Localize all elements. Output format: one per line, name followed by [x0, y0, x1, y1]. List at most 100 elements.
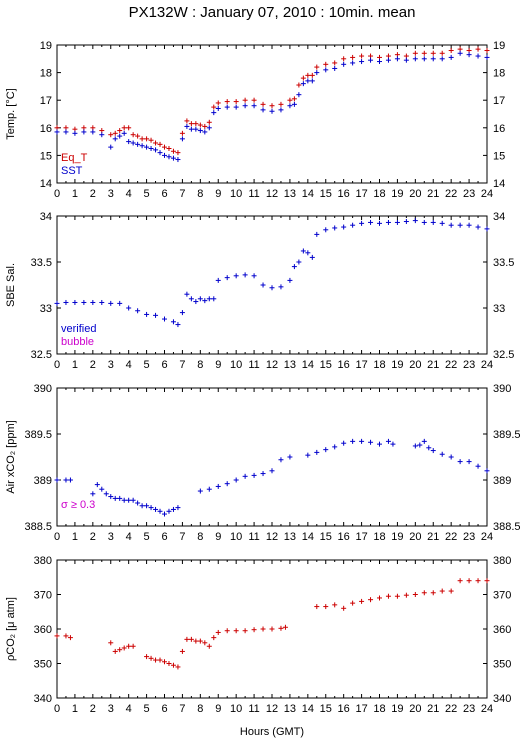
data-point: [108, 132, 114, 138]
y-tick-label-right: 340: [493, 693, 511, 705]
x-tick-label: 13: [284, 188, 296, 200]
data-point: [153, 312, 159, 318]
data-point: [197, 128, 203, 134]
legend-entry: bubble: [61, 336, 94, 348]
x-tick-label: 22: [445, 531, 457, 543]
data-point: [332, 65, 338, 71]
data-point: [170, 319, 176, 325]
y-tick-label: 340: [34, 693, 52, 705]
data-point: [439, 50, 445, 56]
data-point: [170, 155, 176, 161]
data-point: [197, 296, 203, 302]
data-point: [269, 103, 275, 109]
data-point: [130, 140, 136, 146]
data-point: [305, 72, 311, 78]
x-tick-label: 12: [266, 359, 278, 371]
x-tick-label: 7: [179, 531, 185, 543]
data-point: [291, 96, 297, 102]
data-point: [121, 497, 127, 503]
data-point: [112, 136, 118, 142]
data-point: [430, 590, 436, 596]
x-tick-label: 14: [302, 703, 314, 715]
data-point: [323, 604, 329, 610]
data-point: [99, 486, 105, 492]
y-tick-label-right: 388.5: [493, 521, 521, 533]
series-temp-1: [54, 50, 490, 163]
data-point: [457, 50, 463, 56]
y-tick-label: 18: [40, 68, 52, 80]
legend-entry: Eq_T: [61, 152, 88, 164]
data-point: [466, 459, 472, 465]
data-point: [90, 299, 96, 305]
data-point: [475, 224, 481, 230]
y-tick-label: 32.5: [31, 349, 52, 361]
data-point: [184, 636, 190, 642]
x-tick-label: 15: [320, 359, 332, 371]
data-point: [323, 227, 329, 233]
data-point: [390, 441, 396, 447]
data-point: [484, 54, 490, 60]
y-tick-label: 17: [40, 95, 52, 107]
data-point: [81, 299, 87, 305]
data-point: [153, 140, 159, 146]
data-point: [251, 103, 257, 109]
data-point: [278, 284, 284, 290]
data-point: [332, 60, 338, 66]
x-tick-label: 14: [302, 188, 314, 200]
data-point: [466, 222, 472, 228]
data-point: [350, 54, 356, 60]
x-tick-label: 2: [90, 359, 96, 371]
data-point: [430, 50, 436, 56]
data-point: [296, 82, 302, 88]
data-point: [54, 129, 60, 135]
data-point: [260, 107, 266, 113]
data-point: [300, 75, 306, 81]
data-point: [359, 53, 365, 59]
data-point: [332, 444, 338, 450]
data-point: [166, 508, 172, 514]
x-tick-label: 7: [179, 703, 185, 715]
x-tick-label: 9: [215, 531, 221, 543]
data-point: [130, 132, 136, 138]
data-point: [157, 508, 163, 514]
x-tick-label: 24: [481, 359, 493, 371]
data-point: [421, 590, 427, 596]
data-point: [135, 133, 141, 139]
y-tick-label: 370: [34, 590, 52, 602]
data-point: [475, 53, 481, 59]
x-tick-label: 11: [248, 188, 259, 200]
x-tick-label: 15: [320, 531, 332, 543]
data-point: [282, 624, 288, 630]
data-point: [211, 635, 217, 641]
data-point: [341, 224, 347, 230]
y-tick-label: 33.5: [31, 257, 52, 269]
x-tick-label: 11: [248, 531, 259, 543]
data-point: [439, 451, 445, 457]
data-point: [368, 439, 374, 445]
data-point: [341, 440, 347, 446]
data-point: [72, 299, 78, 305]
y-tick-label-right: 15: [493, 150, 505, 162]
data-point: [466, 52, 472, 58]
data-point: [184, 118, 190, 124]
data-point: [90, 129, 96, 135]
x-tick-label: 23: [463, 359, 475, 371]
data-point: [475, 46, 481, 52]
data-point: [269, 626, 275, 632]
data-point: [162, 511, 167, 517]
x-tick-label: 16: [338, 188, 350, 200]
x-tick-label: 24: [481, 531, 493, 543]
data-point: [224, 99, 230, 105]
data-point: [296, 259, 302, 265]
x-tick-label: 7: [179, 188, 185, 200]
data-point: [170, 506, 176, 512]
data-point: [430, 448, 436, 454]
data-point: [224, 628, 230, 634]
data-point: [126, 497, 132, 503]
data-point: [175, 322, 181, 328]
data-point: [117, 133, 123, 139]
data-point: [314, 64, 320, 70]
data-point: [287, 97, 293, 103]
data-point: [206, 125, 212, 131]
data-point: [54, 633, 60, 639]
